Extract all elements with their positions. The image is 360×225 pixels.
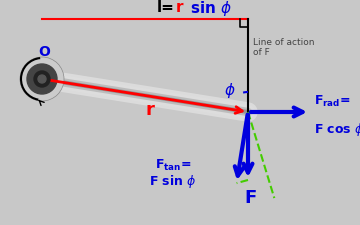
Text: $\mathbf{F}$ cos $\phi$: $\mathbf{F}$ cos $\phi$ [314, 120, 360, 137]
Text: Line of action
of F: Line of action of F [253, 38, 315, 57]
Text: $\mathbf{F}$ sin $\phi$: $\mathbf{F}$ sin $\phi$ [149, 172, 197, 189]
Text: O: O [38, 45, 50, 59]
Circle shape [27, 65, 57, 94]
Text: l=: l= [157, 0, 175, 16]
Text: $\mathbf{F}$: $\mathbf{F}$ [244, 188, 256, 206]
Text: $\phi$: $\phi$ [224, 81, 236, 100]
Circle shape [34, 72, 50, 88]
Text: sin $\phi$: sin $\phi$ [185, 0, 232, 17]
Circle shape [20, 58, 64, 101]
Circle shape [38, 76, 46, 84]
Text: $\mathbf{F_{tan}}$=: $\mathbf{F_{tan}}$= [155, 157, 191, 172]
Text: $\mathbf{F_{rad}}$=: $\mathbf{F_{rad}}$= [314, 93, 351, 108]
Text: $\mathbf{r}$: $\mathbf{r}$ [145, 101, 156, 119]
Text: $\mathbf{r}$: $\mathbf{r}$ [175, 0, 184, 16]
